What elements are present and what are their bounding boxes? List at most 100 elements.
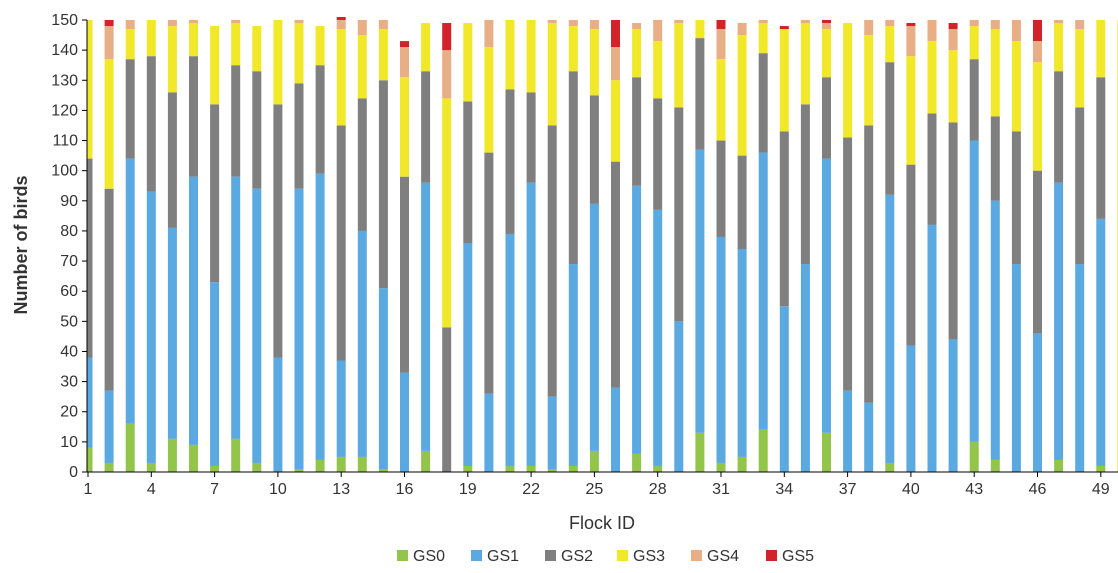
bar-segment-gs0-flock-33 xyxy=(758,429,768,472)
bar-stack-flock-46 xyxy=(1033,20,1042,472)
bar-segment-gs3-flock-9 xyxy=(252,26,262,72)
bar-segment-gs4-flock-5 xyxy=(167,20,177,27)
bar-segment-gs1-flock-5 xyxy=(167,227,177,439)
bar-segment-gs4-flock-43 xyxy=(969,20,979,27)
y-tick-label: 130 xyxy=(51,72,78,89)
bar-segment-gs4-flock-45 xyxy=(1011,20,1021,42)
bar-segment-gs0-flock-27 xyxy=(632,453,642,472)
bar-segment-gs3-flock-40 xyxy=(906,56,916,165)
bar-stack-flock-28 xyxy=(653,20,663,472)
bar-segment-gs3-flock-31 xyxy=(716,59,726,141)
bar-segment-gs3-flock-14 xyxy=(357,35,367,99)
bar-stack-flock-16 xyxy=(400,41,409,472)
bar-stack-flock-10 xyxy=(273,20,283,472)
y-tick-label: 150 xyxy=(51,12,78,29)
y-tick-label: 100 xyxy=(51,163,78,180)
bar-segment-gs2-flock-42 xyxy=(948,122,958,340)
bar-segment-gs1-flock-13 xyxy=(336,360,346,457)
bar-segment-gs2-flock-2 xyxy=(104,188,114,391)
bar-segment-gs0-flock-2 xyxy=(104,462,114,472)
bar-segment-gs3-flock-47 xyxy=(1054,23,1064,72)
bar-segment-gs2-flock-16 xyxy=(400,176,409,373)
bar-segment-gs4-flock-40 xyxy=(906,26,916,57)
bar-segment-gs1-flock-49 xyxy=(1096,218,1106,466)
bar-segment-gs0-flock-47 xyxy=(1054,459,1064,472)
bar-segment-gs3-flock-42 xyxy=(948,50,958,123)
bar-segment-gs3-flock-25 xyxy=(589,29,599,96)
legend-label-gs5: GS5 xyxy=(782,548,814,565)
bar-stack-flock-14 xyxy=(357,20,367,472)
bar-segment-gs1-flock-30 xyxy=(695,149,705,433)
bar-segment-gs2-flock-4 xyxy=(146,56,156,192)
bar-segment-gs3-flock-20 xyxy=(484,47,494,153)
bar-segment-gs3-flock-49 xyxy=(1096,20,1106,78)
bar-segment-gs4-flock-3 xyxy=(125,20,135,30)
y-axis-title: Number of birds xyxy=(11,175,31,314)
bar-segment-gs1-flock-37 xyxy=(843,390,853,472)
bar-segment-gs3-flock-21 xyxy=(505,20,515,90)
bar-segment-gs1-flock-39 xyxy=(885,194,895,463)
bar-stack-flock-35 xyxy=(800,20,810,472)
bar-segment-gs3-flock-29 xyxy=(674,23,684,108)
bar-segment-gs0-flock-49 xyxy=(1096,465,1106,472)
bar-segment-gs3-flock-24 xyxy=(568,26,578,72)
bar-stack-flock-45 xyxy=(1011,20,1021,472)
bar-segment-gs5-flock-16 xyxy=(400,41,409,48)
bar-segment-gs2-flock-44 xyxy=(990,116,1000,201)
x-tick-label: 19 xyxy=(459,481,477,498)
bar-segment-gs4-flock-27 xyxy=(632,23,642,30)
bar-stack-flock-30 xyxy=(695,20,705,472)
y-tick-labels: 0 10 20 30 40 50 60 70 80 90 100 110 120 130 140 150 xyxy=(51,12,87,481)
bar-segment-gs2-flock-35 xyxy=(800,104,810,265)
bar-segment-gs5-flock-42 xyxy=(948,23,958,30)
bar-segment-gs1-flock-41 xyxy=(927,224,937,472)
bar-segment-gs3-flock-34 xyxy=(779,29,789,132)
legend-item-gs1: GS1 xyxy=(471,548,519,565)
bar-segment-gs1-flock-11 xyxy=(294,188,304,469)
bar-segment-gs3-flock-27 xyxy=(632,29,642,78)
bar-segment-gs3-flock-4 xyxy=(146,20,156,57)
bar-segment-gs0-flock-13 xyxy=(336,456,346,472)
bar-segment-gs1-flock-29 xyxy=(674,321,684,472)
y-tick-label: 140 xyxy=(51,42,78,59)
bar-segment-gs2-flock-9 xyxy=(252,71,262,189)
bar-segment-gs2-flock-46 xyxy=(1033,170,1042,334)
legend-swatch-gs3 xyxy=(617,550,628,561)
bar-stack-flock-34 xyxy=(779,26,789,472)
legend-item-gs3: GS3 xyxy=(617,548,665,565)
bar-segment-gs4-flock-31 xyxy=(716,29,726,60)
x-tick-label: 46 xyxy=(1029,481,1047,498)
bar-stack-flock-32 xyxy=(737,23,747,472)
bar-segment-gs1-flock-14 xyxy=(357,230,367,457)
bar-segment-gs2-flock-8 xyxy=(231,65,241,177)
bar-segment-gs3-flock-15 xyxy=(378,29,388,81)
bar-segment-gs5-flock-40 xyxy=(906,23,916,27)
bar-segment-gs2-flock-3 xyxy=(125,59,135,159)
bar-segment-gs0-flock-12 xyxy=(315,459,325,472)
bar-segment-gs1-flock-23 xyxy=(547,396,557,469)
bar-stack-flock-11 xyxy=(294,20,304,472)
bar-segment-gs1-flock-6 xyxy=(189,176,198,445)
bar-segment-gs4-flock-44 xyxy=(990,20,1000,30)
y-tick-label: 90 xyxy=(60,193,78,210)
bar-stack-flock-12 xyxy=(315,26,325,472)
legend-item-gs2: GS2 xyxy=(545,548,593,565)
bar-stack-flock-47 xyxy=(1054,20,1064,472)
bar-stack-flock-24 xyxy=(568,20,578,472)
bar-segment-gs2-flock-11 xyxy=(294,83,304,189)
bar-segment-gs3-flock-26 xyxy=(611,80,620,162)
y-tick-label: 40 xyxy=(60,343,78,360)
bar-segment-gs1-flock-34 xyxy=(779,306,789,472)
bar-segment-gs1-flock-24 xyxy=(568,264,578,466)
bar-segment-gs4-flock-47 xyxy=(1054,20,1064,24)
bar-segment-gs2-flock-39 xyxy=(885,62,895,195)
bar-segment-gs2-flock-47 xyxy=(1054,71,1064,183)
bar-segment-gs4-flock-36 xyxy=(822,23,831,30)
x-axis-title: Flock ID xyxy=(569,513,635,533)
bar-segment-gs1-flock-46 xyxy=(1033,333,1042,472)
bar-stack-flock-42 xyxy=(948,23,958,472)
bar-segment-gs1-flock-7 xyxy=(210,282,220,466)
legend-swatch-gs1 xyxy=(471,550,482,561)
bar-segment-gs5-flock-34 xyxy=(779,26,789,30)
bar-segment-gs3-flock-8 xyxy=(231,23,241,66)
